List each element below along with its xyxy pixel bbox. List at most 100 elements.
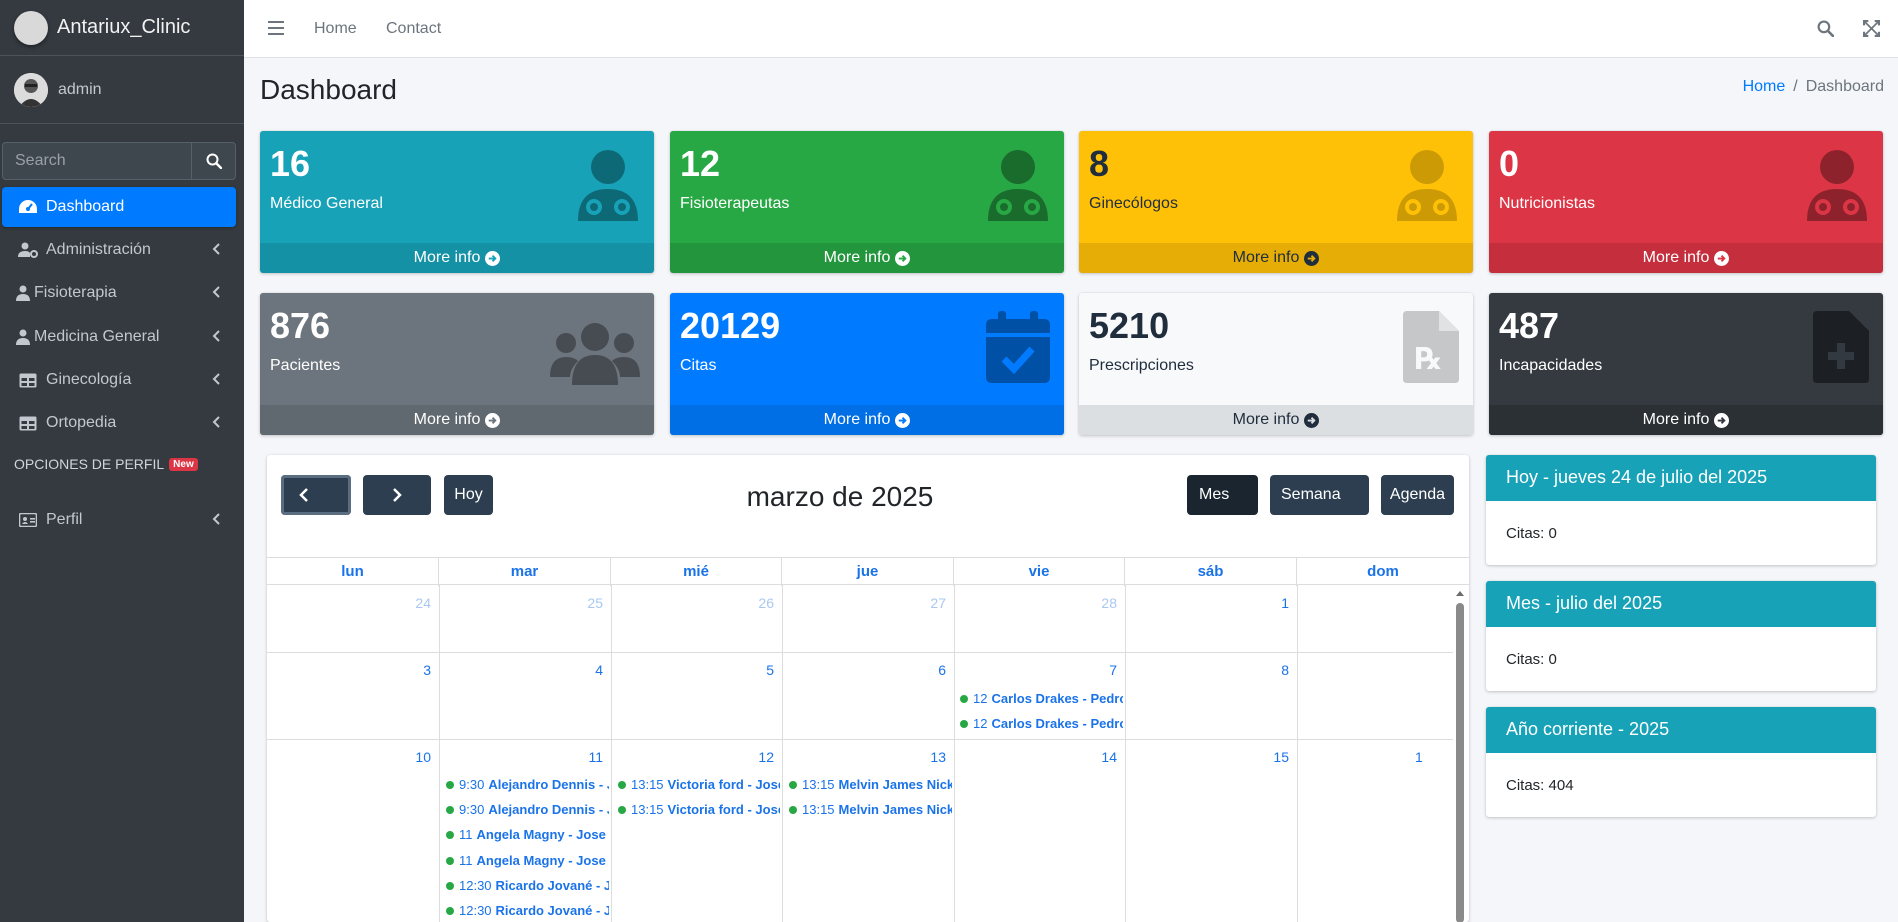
more-info-link[interactable]: More info xyxy=(1079,405,1473,435)
day-number[interactable]: 1 xyxy=(1281,595,1289,611)
summary-card-month: Mes - julio del 2025 Citas: 0 xyxy=(1486,581,1876,691)
nav-link-home[interactable]: Home xyxy=(314,20,357,37)
event-status-dot xyxy=(446,830,454,839)
calendar-event[interactable]: 9:30 Alejandro Dennis - Jo xyxy=(446,802,609,817)
event-status-dot xyxy=(446,805,454,814)
arrow-circle-right-icon xyxy=(1304,412,1320,428)
more-info-link[interactable]: More info xyxy=(260,405,654,435)
calendar-event[interactable]: 13:15 Melvin James Nicke xyxy=(789,777,952,792)
event-title: Victoria ford - Jose I xyxy=(667,802,780,817)
user-name[interactable]: admin xyxy=(58,80,102,98)
calendar-event[interactable]: 13:15 Victoria ford - Jose I xyxy=(618,777,780,792)
user-panel[interactable]: admin xyxy=(0,56,244,124)
day-number[interactable]: 3 xyxy=(423,662,431,678)
calendar-today-button[interactable]: Hoy xyxy=(444,475,493,515)
sidebar-item-fisioterapia[interactable]: Fisioterapia xyxy=(2,273,236,313)
calendar-event[interactable]: 9:30 Alejandro Dennis - Jo xyxy=(446,777,609,792)
calendar-event[interactable]: 13:15 Victoria ford - Jose I xyxy=(618,802,780,817)
calendar-scrollbar-thumb[interactable] xyxy=(1456,603,1464,922)
stat-value: 16 xyxy=(270,143,311,184)
day-number[interactable]: 8 xyxy=(1281,662,1289,678)
nav-link-contact[interactable]: Contact xyxy=(386,20,442,37)
calendar-event[interactable]: 13:15 Melvin James Nicke xyxy=(789,802,952,817)
event-title: Ricardo Jované - Jo xyxy=(495,903,609,918)
calendar-scrollbar[interactable] xyxy=(1455,589,1465,922)
view-month-button[interactable]: Mes xyxy=(1187,475,1258,515)
hamburger-menu-icon[interactable] xyxy=(268,21,284,40)
more-info-link[interactable]: More info xyxy=(670,243,1064,273)
more-info-link[interactable]: More info xyxy=(1079,243,1473,273)
table-icon xyxy=(16,373,40,388)
breadcrumb-home-link[interactable]: Home xyxy=(1742,78,1786,95)
search-icon[interactable] xyxy=(1817,20,1835,42)
page-title: Dashboard xyxy=(260,74,397,105)
calendar-prev-button[interactable] xyxy=(281,475,351,515)
view-month-label: Mes xyxy=(1199,486,1230,503)
sidebar-item-ginecologia[interactable]: Ginecología xyxy=(2,360,236,400)
event-title: Carlos Drakes - Pedro F xyxy=(991,691,1123,706)
day-number[interactable]: 26 xyxy=(758,595,774,611)
calendar-event[interactable]: 12:30 Ricardo Jované - Jo xyxy=(446,903,609,918)
day-number[interactable]: 13 xyxy=(930,749,946,765)
sidebar-item-perfil[interactable]: Perfil xyxy=(2,500,236,540)
view-agenda-button[interactable]: Agenda xyxy=(1381,475,1454,515)
stat-label: Médico General xyxy=(270,195,383,212)
user-md-icon xyxy=(16,285,30,301)
stat-value: 0 xyxy=(1499,143,1520,184)
stat-value: 5210 xyxy=(1089,305,1170,346)
user-md-icon xyxy=(576,149,640,226)
day-number[interactable]: 5 xyxy=(766,662,774,678)
sidebar-item-medicina-general[interactable]: Medicina General xyxy=(2,317,236,357)
day-number[interactable]: 15 xyxy=(1273,749,1289,765)
event-title: Victoria ford - Jose I xyxy=(667,777,780,792)
day-number[interactable]: 24 xyxy=(415,595,431,611)
sidebar-item-dashboard[interactable]: Dashboard xyxy=(2,187,236,227)
stat-box-fisioterapeutas: 12 Fisioterapeutas More info xyxy=(670,131,1064,273)
sidebar-search-button[interactable] xyxy=(191,142,236,180)
event-status-dot xyxy=(960,719,968,728)
sidebar-item-ortopedia[interactable]: Ortopedia xyxy=(2,403,236,443)
calendar-day-header: lun mar mié jue vie sáb dom xyxy=(267,557,1469,586)
day-number[interactable]: 12 xyxy=(758,749,774,765)
fullscreen-icon[interactable] xyxy=(1863,20,1880,42)
day-number[interactable]: 14 xyxy=(1101,749,1117,765)
sidebar-search-input[interactable] xyxy=(2,142,191,180)
stat-label: Incapacidades xyxy=(1499,357,1603,374)
day-number[interactable]: 28 xyxy=(1101,595,1117,611)
day-number[interactable]: 4 xyxy=(595,662,603,678)
day-number[interactable]: 1 xyxy=(1415,749,1423,765)
calendar-event[interactable]: 12:30 Ricardo Jované - Jo xyxy=(446,878,609,893)
sidebar-item-label: Medicina General xyxy=(34,328,160,345)
more-info-link[interactable]: More info xyxy=(260,243,654,273)
day-number[interactable]: 25 xyxy=(587,595,603,611)
more-info-link[interactable]: More info xyxy=(670,405,1064,435)
event-time: 13:15 xyxy=(802,777,835,792)
event-time: 13:15 xyxy=(631,802,664,817)
view-week-button[interactable]: Semana xyxy=(1270,475,1369,515)
calendar-next-button[interactable] xyxy=(363,475,431,515)
day-number[interactable]: 6 xyxy=(938,662,946,678)
chevron-left-icon xyxy=(212,512,220,530)
day-header: vie xyxy=(954,558,1125,586)
breadcrumb-current: Dashboard xyxy=(1805,78,1884,95)
more-info-link[interactable]: More info xyxy=(1489,405,1883,435)
summary-card-today: Hoy - jueves 24 de julio del 2025 Citas:… xyxy=(1486,455,1876,565)
day-number[interactable]: 27 xyxy=(930,595,946,611)
scroll-up-arrow-icon[interactable] xyxy=(1455,589,1465,597)
sidebar-item-administracion[interactable]: Administración xyxy=(2,230,236,270)
day-number[interactable]: 11 xyxy=(588,749,603,765)
more-info-link[interactable]: More info xyxy=(1489,243,1883,273)
day-header: jue xyxy=(782,558,954,586)
day-number[interactable]: 7 xyxy=(1109,662,1117,678)
day-number[interactable]: 10 xyxy=(415,749,431,765)
event-title: Melvin James Nicke xyxy=(838,802,952,817)
stat-box-medico-general: 16 Médico General More info xyxy=(260,131,654,273)
brand-link[interactable]: Antariux_Clinic xyxy=(0,0,244,56)
event-title: Angela Magny - Jose Da xyxy=(476,853,610,868)
search-icon xyxy=(206,153,222,169)
summary-card-body: Citas: 0 xyxy=(1506,651,1557,668)
